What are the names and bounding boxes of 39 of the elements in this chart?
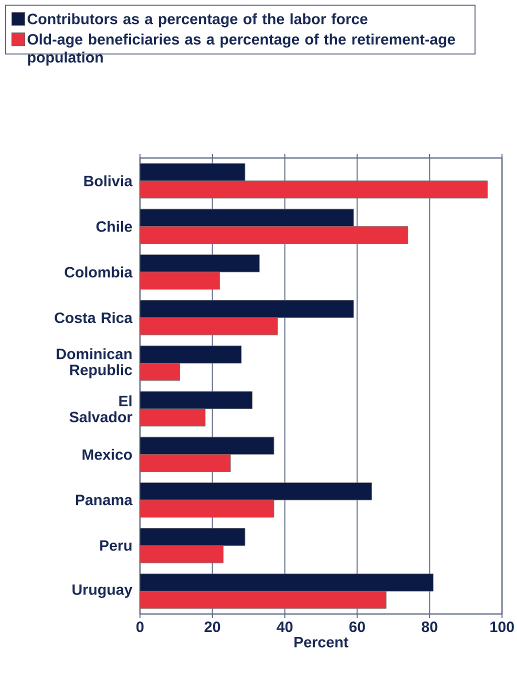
y-tick-label: Peru <box>100 540 132 551</box>
bar <box>140 436 274 455</box>
y-tick-label: Chile <box>96 220 132 232</box>
x-tick-label: 60 <box>349 622 365 632</box>
bar <box>140 528 246 546</box>
bar <box>140 408 206 426</box>
bar <box>140 226 408 244</box>
y-tick-label: Colombia <box>64 266 133 278</box>
y-tick-label: Panama <box>76 494 133 506</box>
bar <box>140 545 224 564</box>
y-tick-label: Mexico <box>82 448 132 460</box>
bar <box>140 272 220 290</box>
bar <box>140 300 354 318</box>
bar <box>140 454 231 472</box>
y-tick-label: Bolivia <box>84 175 133 186</box>
bar <box>140 391 252 410</box>
bar <box>140 500 274 518</box>
y-tick-label: Costa Rica <box>54 312 133 324</box>
bar <box>140 254 260 272</box>
legend-label: Contributors as a percentage of the labor force <box>28 13 368 28</box>
legend-label: Old-age beneficiaries as a percentage of the retirement-age population <box>28 34 455 66</box>
y-tick-label: Uruguay <box>72 584 132 598</box>
x-tick-label: 80 <box>422 622 438 632</box>
y-tick-label: El Salvador <box>70 395 132 422</box>
x-tick-label: 20 <box>204 622 220 632</box>
bar <box>140 317 278 336</box>
x-tick-label: 40 <box>276 622 293 632</box>
x-axis-title: Percent <box>294 636 348 648</box>
x-tick-label: 100 <box>490 622 514 632</box>
y-tick-label: Dominican Republic <box>56 348 132 378</box>
bar <box>140 590 386 609</box>
bar <box>140 482 372 500</box>
bar <box>140 362 180 381</box>
bar <box>140 346 242 364</box>
bar <box>140 574 434 592</box>
bar <box>140 180 488 198</box>
bar <box>140 163 246 182</box>
x-tick-label: 0 <box>136 622 144 632</box>
bar <box>140 208 354 227</box>
